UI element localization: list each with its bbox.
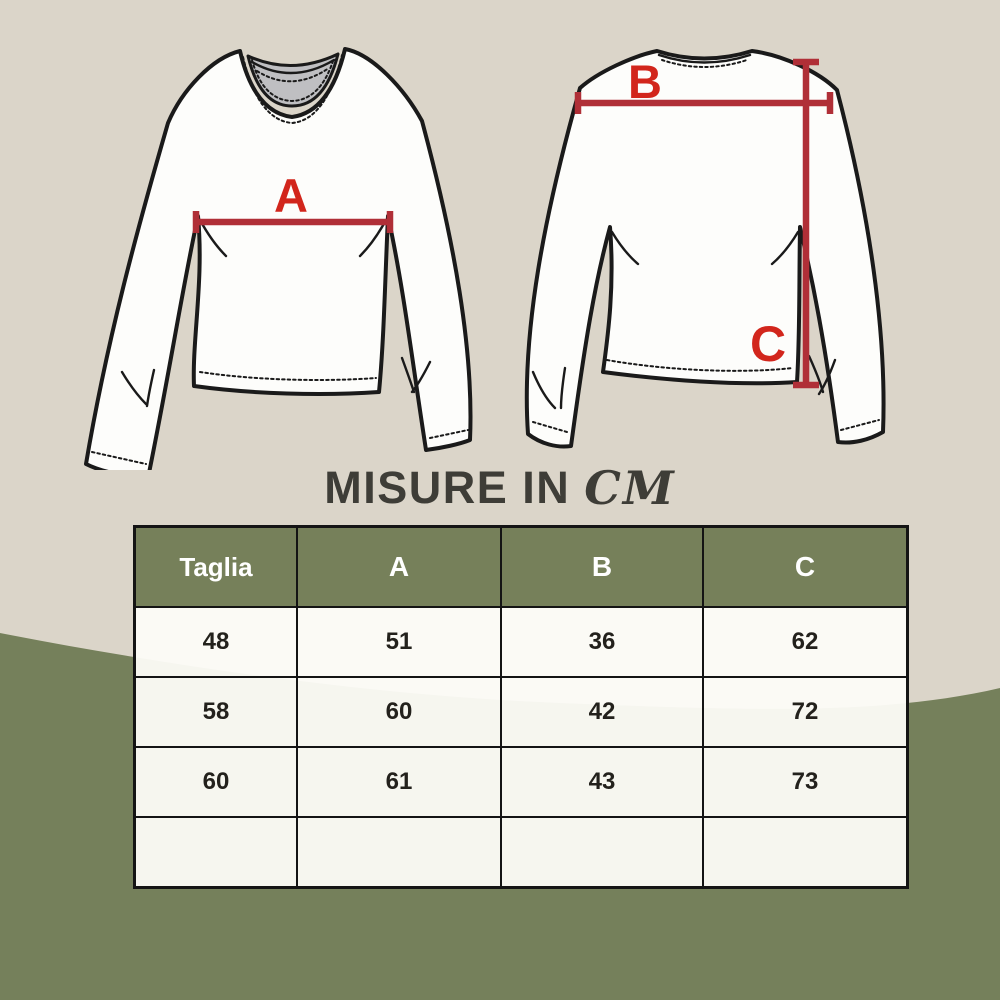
table-row: 58 60 42 72 (133, 676, 909, 748)
cell-size: 60 (133, 746, 298, 818)
cell-size: 48 (133, 606, 298, 678)
header-cell-a: A (296, 525, 502, 608)
cell-c: 72 (702, 676, 909, 748)
size-table: Taglia A B C 48 51 36 62 58 60 42 72 (133, 525, 909, 889)
length-arrow (793, 58, 819, 389)
cell-b (500, 816, 704, 889)
table-header-row: Taglia A B C (133, 525, 909, 608)
header-cell-b: B (500, 525, 704, 608)
back-shirt-illustration: B C (503, 42, 925, 482)
shoulder-width-letter: B (628, 55, 662, 108)
cell-b: 42 (500, 676, 704, 748)
page-title: MISURE IN CM (0, 461, 1000, 515)
shoulder-width-arrow (574, 92, 834, 114)
back-shirt-outline (524, 49, 886, 449)
table-row: 48 51 36 62 (133, 606, 909, 678)
chest-width-arrow (192, 211, 394, 233)
table-row-empty (133, 816, 909, 889)
cell-b: 43 (500, 746, 704, 818)
header-cell-c: C (702, 525, 909, 608)
cell-c (702, 816, 909, 889)
title-text: MISURE IN (324, 462, 571, 513)
cell-a: 61 (296, 746, 502, 818)
table-row: 60 61 43 73 (133, 746, 909, 818)
cell-size: 58 (133, 676, 298, 748)
length-letter: C (750, 316, 786, 372)
title-unit: CM (584, 461, 676, 515)
header-cell-taglia: Taglia (133, 525, 298, 608)
chest-width-letter: A (274, 169, 308, 222)
cell-a: 60 (296, 676, 502, 748)
cell-size (133, 816, 298, 889)
cell-c: 73 (702, 746, 909, 818)
cell-a: 51 (296, 606, 502, 678)
cell-b: 36 (500, 606, 704, 678)
cell-a (296, 816, 502, 889)
cell-c: 62 (702, 606, 909, 678)
front-shirt-outline (84, 47, 473, 480)
front-shirt-illustration: A (82, 40, 505, 480)
